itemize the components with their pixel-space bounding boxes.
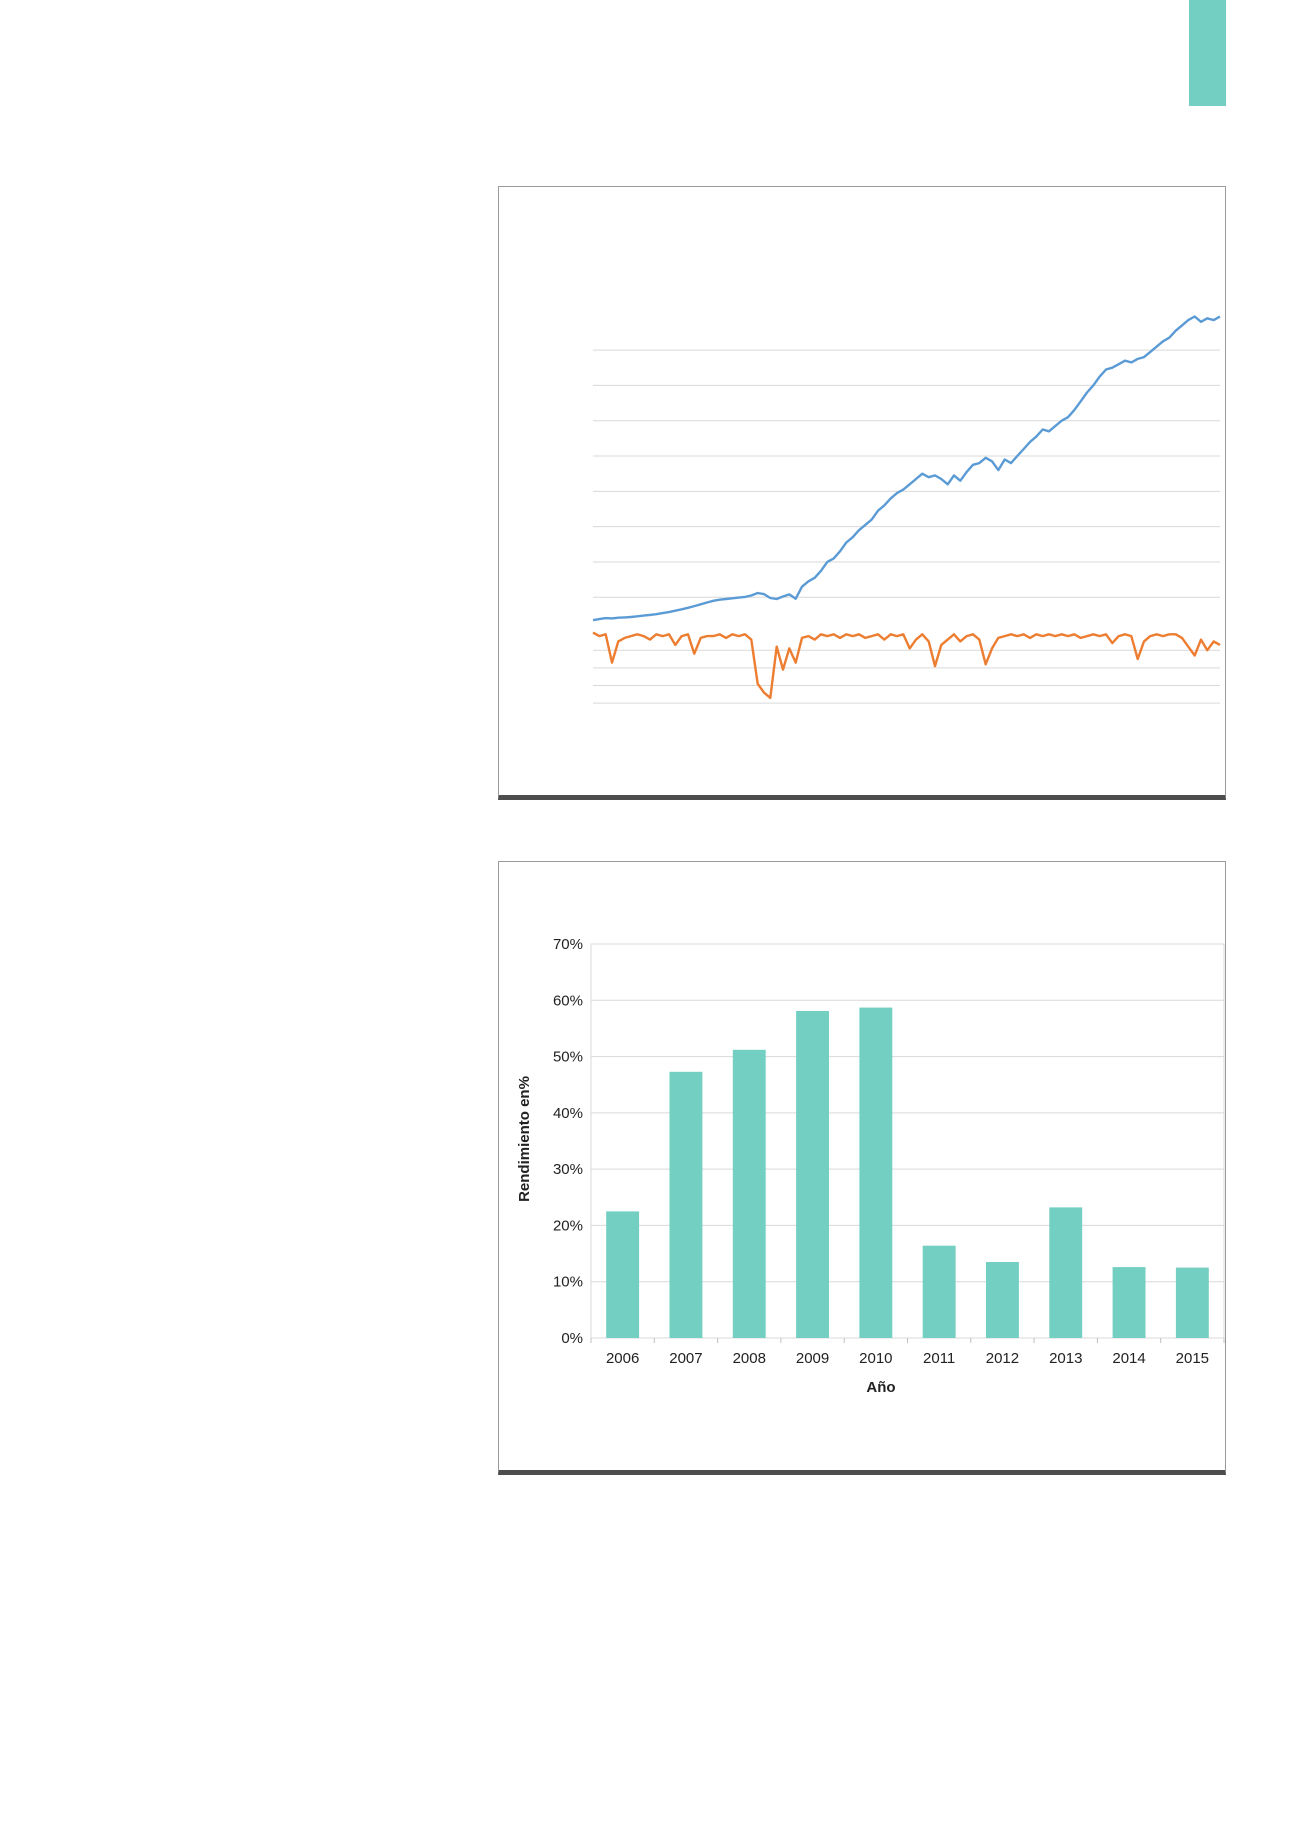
y-tick-label: 10% [553, 1274, 583, 1291]
line-series-2 [592, 631, 1221, 700]
line-series-1 [592, 315, 1221, 622]
x-tick-label: 2008 [733, 1350, 766, 1367]
bar-chart-bars [606, 1007, 1209, 1338]
y-axis-title: Rendimiento en% [516, 1076, 533, 1202]
y-tick-label: 0% [561, 1330, 583, 1347]
bar-2010 [859, 1007, 893, 1338]
x-tick-label: 2007 [669, 1350, 702, 1367]
x-tick-label: 2015 [1176, 1350, 1209, 1367]
y-tick-label: 30% [553, 1161, 583, 1178]
line-chart-series-group [592, 315, 1221, 700]
line-chart [592, 315, 1221, 704]
bar-2008 [732, 1049, 766, 1338]
x-tick-label: 2011 [923, 1350, 955, 1367]
y-tick-label: 60% [553, 992, 583, 1009]
x-tick-label: 2010 [859, 1350, 892, 1367]
y-tick-label: 50% [553, 1049, 583, 1066]
bar-2009 [796, 1011, 829, 1338]
bar-chart-y-ticks: 0% 10% 20% 30% 40% 50% 60% 70% [553, 936, 583, 1347]
bar-2015 [1175, 1267, 1209, 1338]
line-chart-frame [498, 186, 1226, 800]
x-tick-label: 2012 [986, 1350, 1019, 1367]
section-color-tab [1189, 0, 1226, 106]
line-chart-gridlines [593, 349, 1220, 704]
bar-chart: 0% 10% 20% 30% 40% 50% 60% 70% 2006 2007 2008 2009… [516, 936, 1225, 1396]
x-tick-label: 2013 [1049, 1350, 1082, 1367]
x-tick-label: 2014 [1112, 1350, 1145, 1367]
x-tick-label: 2006 [606, 1350, 639, 1367]
bar-2006 [606, 1211, 640, 1338]
y-tick-label: 20% [553, 1217, 583, 1234]
bar-2013 [1049, 1207, 1083, 1338]
x-axis-title: Año [866, 1379, 895, 1396]
bar-chart-x-ticks: 2006 2007 2008 2009 2010 2011 2012 2013 2014 2015 [590, 1338, 1225, 1367]
bar-2011 [922, 1245, 956, 1338]
bar-2014 [1112, 1267, 1146, 1338]
bar-2007 [669, 1071, 703, 1338]
bar-chart-frame: 0% 10% 20% 30% 40% 50% 60% 70% 2006 2007 2008 2009… [498, 861, 1226, 1475]
y-tick-label: 40% [553, 1105, 583, 1122]
x-tick-label: 2009 [796, 1350, 829, 1367]
y-tick-label: 70% [553, 936, 583, 953]
bar-2012 [986, 1262, 1019, 1338]
